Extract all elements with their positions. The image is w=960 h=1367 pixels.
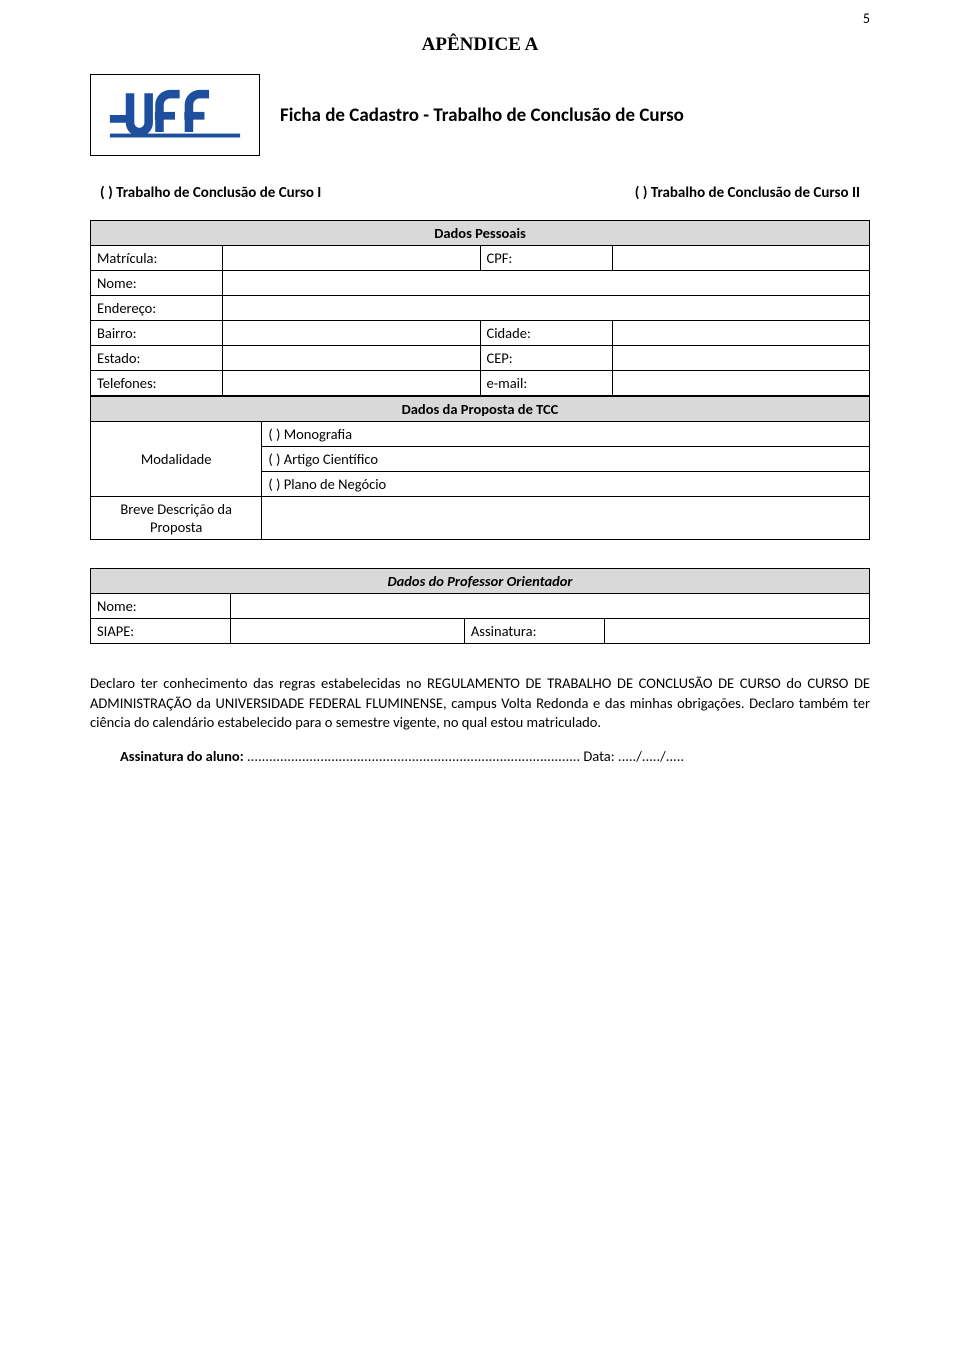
label-breve-descricao: Breve Descrição da Proposta bbox=[91, 497, 262, 540]
field-siape[interactable] bbox=[231, 619, 465, 644]
field-bairro[interactable] bbox=[223, 321, 480, 346]
label-bairro: Bairro: bbox=[91, 321, 223, 346]
label-email: e-mail: bbox=[480, 371, 612, 396]
page-number: 5 bbox=[863, 10, 870, 27]
option-monografia[interactable]: ( ) Monografia bbox=[262, 422, 870, 447]
course-type-options: ( ) Trabalho de Conclusão de Curso I ( )… bbox=[90, 184, 870, 202]
label-matricula: Matrícula: bbox=[91, 246, 223, 271]
label-estado: Estado: bbox=[91, 346, 223, 371]
field-cep[interactable] bbox=[612, 346, 869, 371]
signature-label: Assinatura do aluno: bbox=[120, 747, 244, 765]
proposal-data-table: Dados da Proposta de TCC Modalidade ( ) … bbox=[90, 396, 870, 540]
field-nome[interactable] bbox=[223, 271, 870, 296]
label-telefones: Telefones: bbox=[91, 371, 223, 396]
field-endereco[interactable] bbox=[223, 296, 870, 321]
section-advisor: Dados do Professor Orientador bbox=[91, 569, 870, 594]
label-cpf: CPF: bbox=[480, 246, 612, 271]
label-cep: CEP: bbox=[480, 346, 612, 371]
logo-box bbox=[90, 74, 260, 156]
course-option-2[interactable]: ( ) Trabalho de Conclusão de Curso II bbox=[635, 184, 860, 202]
appendix-title: APÊNDICE A bbox=[90, 34, 870, 56]
field-assinatura[interactable] bbox=[605, 619, 870, 644]
form-header: Ficha de Cadastro - Trabalho de Conclusã… bbox=[90, 74, 870, 156]
field-estado[interactable] bbox=[223, 346, 480, 371]
form-title: Ficha de Cadastro - Trabalho de Conclusã… bbox=[272, 74, 870, 156]
personal-data-table: Dados Pessoais Matrícula: CPF: Nome: End… bbox=[90, 220, 870, 396]
option-plano[interactable]: ( ) Plano de Negócio bbox=[262, 472, 870, 497]
field-matricula[interactable] bbox=[223, 246, 480, 271]
label-modalidade: Modalidade bbox=[91, 422, 262, 497]
signature-line: Assinatura do aluno: ...................… bbox=[90, 747, 870, 765]
label-assinatura: Assinatura: bbox=[464, 619, 604, 644]
signature-dots[interactable]: ........................................… bbox=[244, 747, 580, 765]
option-artigo[interactable]: ( ) Artigo Científico bbox=[262, 447, 870, 472]
advisor-data-table: Dados do Professor Orientador Nome: SIAP… bbox=[90, 568, 870, 644]
label-siape: SIAPE: bbox=[91, 619, 231, 644]
section-personal: Dados Pessoais bbox=[91, 221, 870, 246]
field-cidade[interactable] bbox=[612, 321, 869, 346]
label-cidade: Cidade: bbox=[480, 321, 612, 346]
label-nome: Nome: bbox=[91, 271, 223, 296]
field-email[interactable] bbox=[612, 371, 869, 396]
section-proposal: Dados da Proposta de TCC bbox=[91, 397, 870, 422]
field-nome-advisor[interactable] bbox=[231, 594, 870, 619]
declaration-text: Declaro ter conhecimento das regras esta… bbox=[90, 674, 870, 733]
date-label[interactable]: Data: ...../...../..... bbox=[580, 747, 684, 765]
label-endereco: Endereço: bbox=[91, 296, 223, 321]
field-cpf[interactable] bbox=[612, 246, 869, 271]
uff-logo-icon bbox=[100, 84, 250, 146]
course-option-1[interactable]: ( ) Trabalho de Conclusão de Curso I bbox=[100, 184, 321, 202]
label-nome-advisor: Nome: bbox=[91, 594, 231, 619]
field-telefones[interactable] bbox=[223, 371, 480, 396]
field-breve-descricao[interactable] bbox=[262, 497, 870, 540]
